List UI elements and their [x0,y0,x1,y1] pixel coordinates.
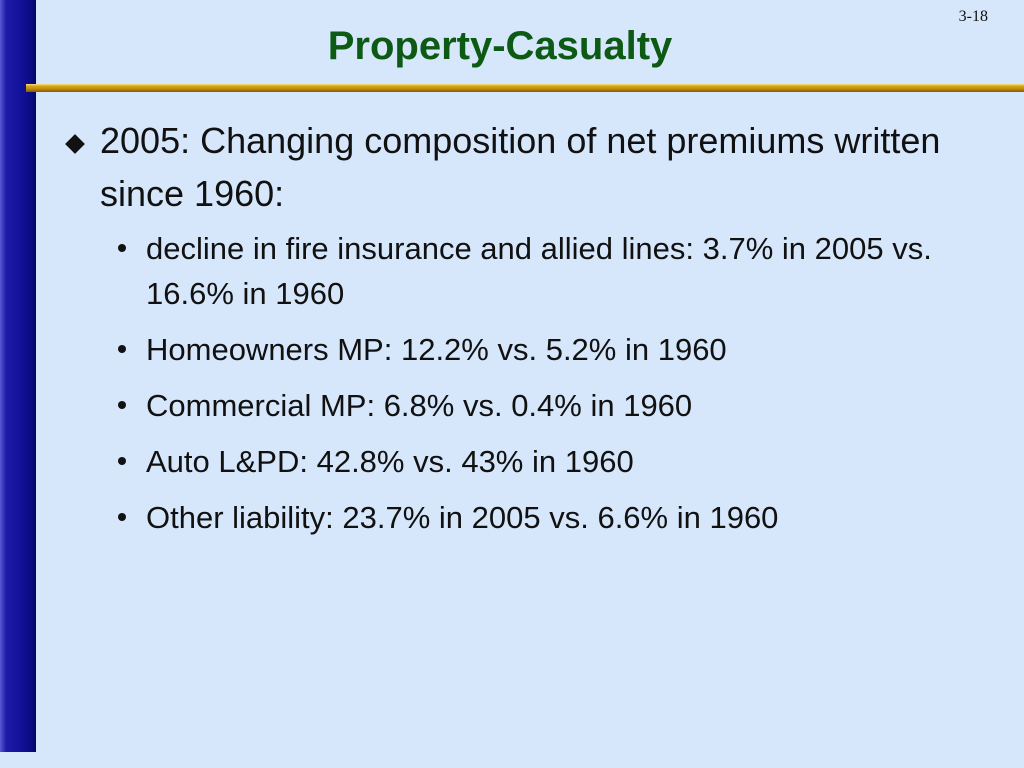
dot-bullet-icon [118,513,126,521]
sub-bullet-text: Homeowners MP: 12.2% vs. 5.2% in 1960 [146,332,727,367]
slide-content: 2005: Changing composition of net premiu… [62,108,992,551]
dot-bullet-icon [118,401,126,409]
sub-bullet-text: Other liability: 23.7% in 2005 vs. 6.6% … [146,500,779,535]
slide-number: 3-18 [958,8,988,25]
sub-bullet-text: Auto L&PD: 42.8% vs. 43% in 1960 [146,444,634,479]
sub-bullet-item: Other liability: 23.7% in 2005 vs. 6.6% … [62,495,992,540]
title-divider [26,84,1024,92]
dot-bullet-icon [118,457,126,465]
slide-title: Property-Casualty [327,24,673,68]
sub-bullet-item: Homeowners MP: 12.2% vs. 5.2% in 1960 [62,327,992,372]
dot-bullet-icon [118,244,126,252]
diamond-bullet-icon [65,134,85,154]
sub-bullet-item: decline in fire insurance and allied lin… [62,226,992,316]
sub-bullet-list: decline in fire insurance and allied lin… [62,226,992,540]
sub-bullet-text: decline in fire insurance and allied lin… [146,231,932,311]
main-bullet-text: 2005: Changing composition of net premiu… [100,120,941,214]
sub-bullet-item: Commercial MP: 6.8% vs. 0.4% in 1960 [62,383,992,428]
left-decorative-bar [0,0,36,752]
main-bullet: 2005: Changing composition of net premiu… [62,114,992,220]
sub-bullet-text: Commercial MP: 6.8% vs. 0.4% in 1960 [146,388,693,423]
sub-bullet-item: Auto L&PD: 42.8% vs. 43% in 1960 [62,439,992,484]
dot-bullet-icon [118,345,126,353]
